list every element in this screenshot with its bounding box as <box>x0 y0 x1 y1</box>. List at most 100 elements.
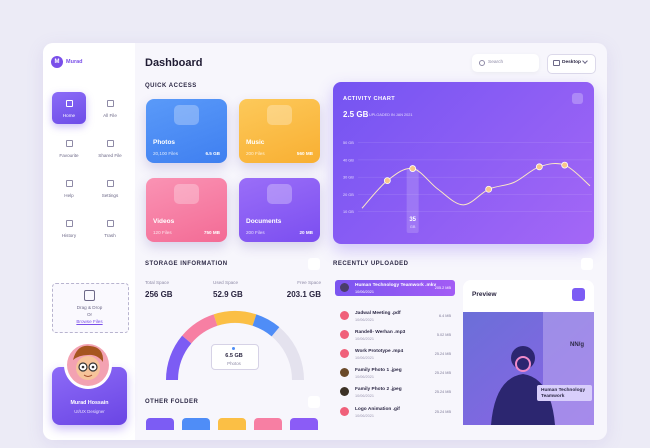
recent-menu[interactable] <box>581 258 593 270</box>
gauge-segment <box>213 311 257 326</box>
file-date: 10/06/2021 <box>355 356 375 360</box>
file-row[interactable]: Logo Animation .gif 10/06/2021 25.24 MB <box>335 404 455 420</box>
file-size: 25.24 MB <box>434 352 451 356</box>
file-name: Randell- Werhan .mp3 <box>355 330 406 335</box>
nav-label: All File <box>103 113 117 118</box>
file-date: 10/06/2021 <box>355 414 375 418</box>
card-icon <box>174 184 199 204</box>
folder[interactable] <box>146 418 174 430</box>
card-name: Videos <box>153 218 175 225</box>
y-tick-label: 10 GB <box>343 210 354 214</box>
file-thumb <box>340 330 349 339</box>
file-row[interactable]: Work Prototype .mp4 10/06/2021 25.24 MB <box>335 346 455 362</box>
file-card[interactable]: Photos 20,100 Files 6.5 GB <box>146 99 227 163</box>
nav-item[interactable]: Settings <box>93 172 127 204</box>
file-card[interactable]: Videos 120 Files 750 MB <box>146 178 227 242</box>
stat-label: Free Space <box>297 280 321 285</box>
upload-text: Drag & Drop <box>76 305 103 310</box>
data-point <box>409 165 417 172</box>
profile-name: Murad Hossain <box>70 400 109 406</box>
file-date: 10/06/2021 <box>355 337 375 341</box>
file-name: Human Technology Teamwork .mkv <box>355 283 437 288</box>
card-icon <box>267 184 292 204</box>
folder[interactable] <box>254 418 282 430</box>
nav-icon <box>65 220 73 227</box>
gauge-segment <box>182 314 218 344</box>
data-point <box>383 177 391 185</box>
gauge-value: 6.5 GB <box>225 353 243 359</box>
file-row[interactable]: Randell- Werhan .mp3 10/06/2021 5.02 MB <box>335 327 455 343</box>
file-row[interactable]: Jadwal Meeting .pdf 10/06/2021 6.4 MB <box>335 308 455 324</box>
file-name: Jadwal Meeting .pdf <box>355 311 401 316</box>
nav-icon <box>65 100 73 107</box>
file-card[interactable]: Music 200 Files 560 MB <box>239 99 320 163</box>
y-tick-label: 20 GB <box>343 193 354 197</box>
file-size: 25.24 MB <box>434 371 451 375</box>
nav-item[interactable]: Shared File <box>93 132 127 164</box>
file-date: 10/06/2021 <box>355 318 375 322</box>
section-title: RECENTLY UPLOADED <box>333 261 409 267</box>
user-name: Murad <box>66 59 83 65</box>
file-row[interactable]: Human Technology Teamwork .mkv 10/06/2021… <box>335 280 455 296</box>
preview-caption: Human Technology Teamwork <box>541 388 586 399</box>
nav-label: Trash <box>104 233 116 238</box>
storage-menu[interactable] <box>308 258 320 270</box>
nav-label: History <box>61 233 77 238</box>
file-size: 25.24 MB <box>434 410 451 414</box>
file-size: 25.24 MB <box>434 390 451 394</box>
nav-item[interactable]: History <box>52 212 86 244</box>
y-tick-label: 40 GB <box>343 158 354 162</box>
folder-menu[interactable] <box>308 396 320 408</box>
y-tick-label: 30 GB <box>343 176 354 180</box>
browse-link[interactable]: Browse Files <box>76 319 103 324</box>
upload-box[interactable] <box>52 283 129 333</box>
card-files: 120 Files <box>153 230 172 235</box>
card-files: 200 Files <box>246 151 265 156</box>
gauge-dot <box>232 347 235 350</box>
file-name: Work Prototype .mp4 <box>355 349 404 354</box>
file-date: 10/06/2021 <box>355 290 375 294</box>
activity-subtitle: UPLOADED IN JAN 2021 <box>369 113 413 117</box>
user-avatar-initial[interactable]: M <box>51 56 63 68</box>
activity-title: ACTIVITY CHART <box>343 96 396 102</box>
file-thumb <box>340 407 349 416</box>
nav-item[interactable]: Help <box>52 172 86 204</box>
file-card[interactable]: Documents 200 Files 20 MB <box>239 178 320 242</box>
activity-total: 2.5 GB <box>343 110 369 119</box>
data-point <box>485 185 493 193</box>
folder[interactable] <box>290 418 318 430</box>
nav-label: Help <box>64 193 74 198</box>
file-size: 5.02 MB <box>436 333 451 337</box>
stat-label: Used Space <box>213 280 239 285</box>
search-box[interactable] <box>472 54 539 72</box>
card-name: Documents <box>246 218 282 225</box>
file-row[interactable]: Family Photo 2 .jpeg 10/06/2021 25.24 MB <box>335 384 455 400</box>
nav-label: Settings <box>101 193 119 198</box>
device-select[interactable] <box>547 54 596 74</box>
nav-item[interactable]: Trash <box>93 212 127 244</box>
activity-menu[interactable] <box>572 93 583 104</box>
file-thumb <box>340 311 349 320</box>
preview-logo: NN/g <box>570 342 584 348</box>
folder[interactable] <box>218 418 246 430</box>
nav-icon <box>106 140 114 147</box>
file-size: 205.2 MB <box>434 286 451 290</box>
nav-item[interactable]: All File <box>93 92 127 124</box>
nav-icon <box>106 180 114 187</box>
file-date: 10/06/2021 <box>355 394 375 398</box>
nav-item[interactable]: Home <box>52 92 86 124</box>
gauge-segment <box>252 314 280 337</box>
stat-label: Total Space <box>145 280 170 285</box>
caption-box <box>537 385 592 401</box>
folder[interactable] <box>182 418 210 430</box>
activity-panel <box>333 82 594 244</box>
card-icon <box>267 105 292 125</box>
nav-item[interactable]: Favourite <box>52 132 86 164</box>
activity-line <box>361 162 591 209</box>
file-row[interactable]: Family Photo 1 .jpeg 10/06/2021 25.24 MB <box>335 365 455 381</box>
gauge-label: Photos <box>227 361 241 366</box>
expand-button[interactable] <box>572 288 585 301</box>
